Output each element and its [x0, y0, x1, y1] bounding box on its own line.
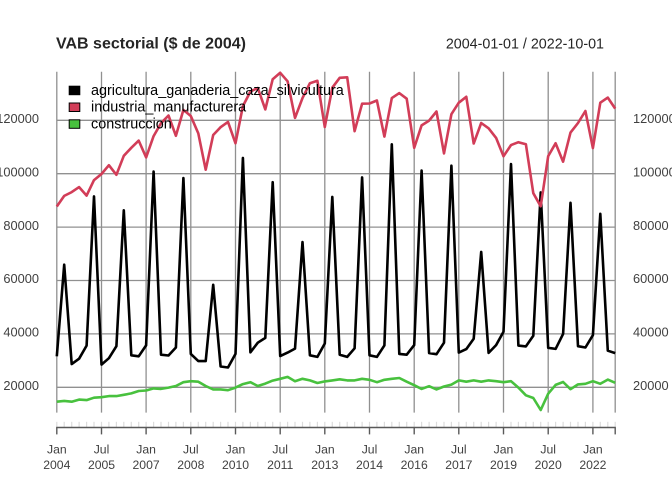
svg-text:2016: 2016 [401, 458, 428, 472]
svg-text:2010: 2010 [222, 458, 249, 472]
svg-text:120000: 120000 [0, 111, 39, 126]
svg-text:Jan: Jan [47, 443, 67, 457]
svg-text:2007: 2007 [133, 458, 160, 472]
svg-text:Jan: Jan [136, 443, 156, 457]
svg-text:Jan: Jan [315, 443, 335, 457]
svg-text:60000: 60000 [633, 271, 669, 286]
svg-text:60000: 60000 [3, 271, 39, 286]
svg-text:20000: 20000 [633, 378, 669, 393]
svg-text:2011: 2011 [267, 458, 293, 472]
svg-text:2013: 2013 [311, 458, 338, 472]
svg-text:industria_manufacturera: industria_manufacturera [91, 99, 246, 115]
svg-text:Jul: Jul [540, 443, 556, 457]
svg-text:Jul: Jul [272, 443, 288, 457]
svg-text:2014: 2014 [356, 458, 383, 472]
svg-text:2004-01-01 / 2022-10-01: 2004-01-01 / 2022-10-01 [446, 36, 604, 52]
svg-text:80000: 80000 [633, 218, 669, 233]
svg-text:Jan: Jan [226, 443, 246, 457]
svg-text:2017: 2017 [445, 458, 472, 472]
svg-text:Jul: Jul [94, 443, 110, 457]
svg-text:2019: 2019 [490, 458, 517, 472]
svg-text:Jan: Jan [494, 443, 514, 457]
svg-text:Jul: Jul [362, 443, 378, 457]
svg-text:agricultura_ganaderia_caza_sil: agricultura_ganaderia_caza_silvicultura [91, 83, 344, 99]
svg-text:construccion: construccion [91, 116, 172, 132]
svg-text:40000: 40000 [633, 325, 669, 340]
svg-text:VAB sectorial ($ de 2004): VAB sectorial ($ de 2004) [56, 35, 246, 52]
svg-text:100000: 100000 [0, 164, 39, 179]
svg-text:2022: 2022 [579, 458, 606, 472]
svg-text:2005: 2005 [88, 458, 115, 472]
svg-text:20000: 20000 [3, 378, 39, 393]
svg-text:Jul: Jul [451, 443, 467, 457]
svg-text:Jan: Jan [583, 443, 603, 457]
svg-text:100000: 100000 [633, 164, 672, 179]
svg-text:120000: 120000 [633, 111, 672, 126]
svg-text:Jul: Jul [183, 443, 199, 457]
svg-text:Jan: Jan [404, 443, 424, 457]
svg-text:2008: 2008 [177, 458, 204, 472]
svg-text:40000: 40000 [3, 325, 39, 340]
svg-text:2020: 2020 [535, 458, 562, 472]
svg-text:80000: 80000 [3, 218, 39, 233]
svg-text:2004: 2004 [43, 458, 70, 472]
